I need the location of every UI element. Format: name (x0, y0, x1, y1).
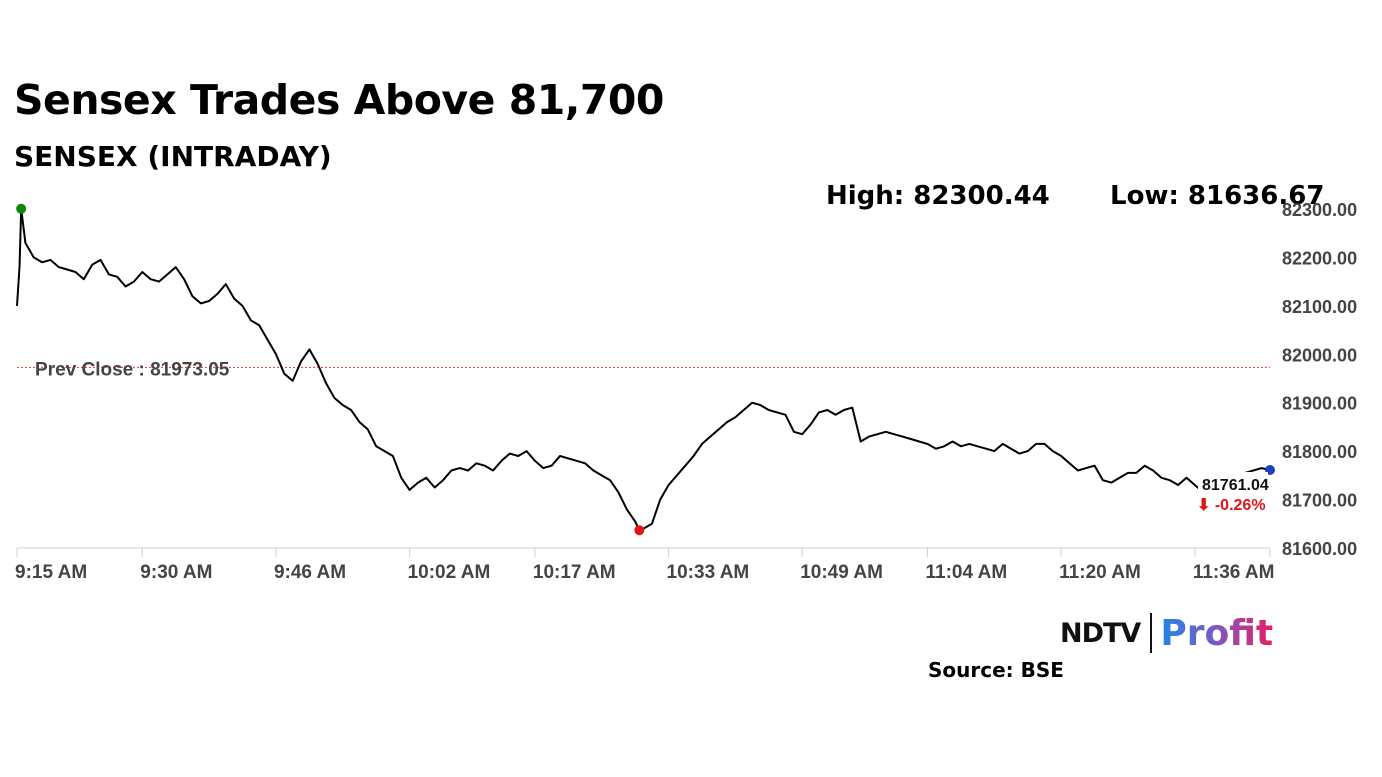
x-tick-label: 10:17 AM (533, 562, 616, 583)
x-tick-label: 10:49 AM (800, 562, 883, 583)
x-axis: 9:15 AM 9:30 AM 9:46 AM 10:02 AM 10:17 AM 10:… (15, 548, 1274, 583)
logo-ndtv-wordmark: NDTV (1060, 617, 1141, 649)
logo-divider (1150, 613, 1153, 653)
change-percent-label: ⬇ -0.26% (1197, 497, 1266, 514)
y-tick-label: 82100.00 (1282, 297, 1357, 317)
ndtv-profit-logo: NDTV Profit (1060, 610, 1273, 656)
x-tick-label: 11:04 AM (926, 562, 1008, 583)
prev-close-label: Prev Close : 81973.05 (35, 359, 230, 380)
last-value-label-bg (1198, 472, 1268, 494)
chart-headline: Sensex Trades Above 81,700 (14, 76, 664, 124)
day-high-marker (16, 203, 27, 214)
x-tick-label: 10:33 AM (667, 562, 750, 583)
high-stat: High: 82300.44 (826, 181, 1050, 211)
x-tick-label: 9:46 AM (274, 562, 346, 583)
last-value-label: 81761.04 (1202, 477, 1269, 494)
y-tick-label: 81800.00 (1282, 442, 1357, 462)
y-tick-label: 81900.00 (1282, 394, 1357, 414)
y-tick-label: 81700.00 (1282, 491, 1357, 511)
y-tick-label: 82200.00 (1282, 248, 1357, 268)
chart-subtitle: SENSEX (INTRADAY) (14, 140, 332, 173)
source-note: Source: BSE (928, 658, 1064, 682)
x-tick-label: 11:36 AM (1193, 562, 1275, 583)
y-tick-label: 82300.00 (1282, 200, 1357, 220)
x-tick-label: 10:02 AM (408, 562, 491, 583)
y-tick-label: 81600.00 (1282, 539, 1357, 559)
y-axis: 82300.00 82200.00 82100.00 82000.00 81900.00… (1282, 200, 1357, 559)
y-tick-label: 82000.00 (1282, 345, 1357, 365)
x-tick-label: 9:15 AM (15, 562, 87, 583)
day-low-marker (634, 525, 645, 536)
low-stat: Low: 81636.67 (1110, 181, 1325, 211)
logo-profit-wordmark: Profit (1160, 612, 1274, 654)
x-tick-label: 11:20 AM (1059, 562, 1141, 583)
x-tick-label: 9:30 AM (140, 562, 212, 583)
